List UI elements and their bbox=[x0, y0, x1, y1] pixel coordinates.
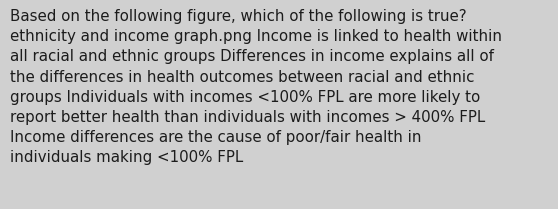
Text: Based on the following figure, which of the following is true?
ethnicity and inc: Based on the following figure, which of … bbox=[10, 9, 502, 165]
